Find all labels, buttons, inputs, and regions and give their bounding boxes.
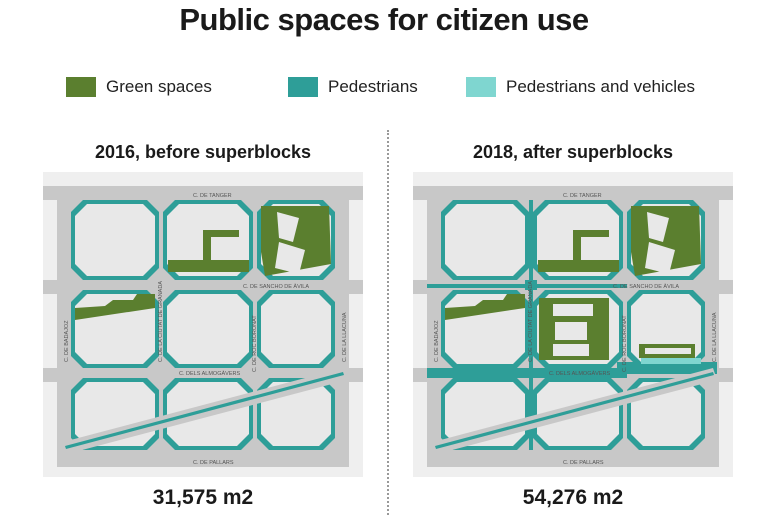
- legend-swatch-green: [66, 77, 96, 97]
- building: [553, 304, 593, 316]
- map-2018: C. DE TANGER C. DE SANCHO DE ÀVILA C. DE…: [413, 172, 733, 477]
- green-space: [75, 294, 155, 320]
- legend-swatch-pedestrians: [288, 77, 318, 97]
- street-label-bottom: C. DE PALLARS: [563, 460, 604, 466]
- street-stub: [43, 280, 57, 294]
- street-stub: [413, 280, 427, 294]
- legend-swatch-pedestrians-vehicles: [466, 77, 496, 97]
- building: [555, 322, 587, 340]
- street-label-left: C. DE BADAJOZ: [64, 320, 70, 362]
- diagonal-sidewalk: [65, 372, 344, 449]
- total-2016: 31,575 m2: [152, 486, 254, 509]
- green-space: [573, 230, 609, 237]
- green-space: [445, 294, 525, 320]
- building: [553, 344, 589, 356]
- pedestrian-street: [529, 200, 533, 450]
- pedestrian-street: [525, 280, 537, 290]
- street-label-center-left: C. DE LA CIUTAT DE GRANADA: [528, 281, 534, 362]
- street-label-center-right: C. DE ROC BORONAT: [622, 315, 628, 372]
- legend-label-green: Green spaces: [106, 77, 212, 96]
- building: [645, 242, 675, 274]
- green-space: [203, 230, 239, 237]
- building: [275, 242, 305, 274]
- map-2016-label: 2016, before superblocks: [94, 142, 312, 162]
- street-stub: [413, 368, 427, 382]
- legend-label-pedestrians-vehicles: Pedestrians and vehicles: [506, 77, 696, 96]
- legend-label-pedestrians: Pedestrians: [328, 77, 418, 96]
- street-label-top: C. DE TANGER: [563, 193, 602, 199]
- building: [277, 212, 299, 242]
- block: [261, 294, 331, 364]
- block: [167, 294, 249, 364]
- street-stub: [43, 186, 57, 200]
- map-divider: [387, 130, 389, 515]
- map-2018-label: 2018, after superblocks: [472, 142, 674, 162]
- street-stub: [719, 280, 733, 294]
- street-label-bottom: C. DE PALLARS: [193, 460, 234, 466]
- street-stub: [719, 186, 733, 200]
- street-label-middle: C. DE SANCHO DE ÀVILA: [613, 283, 679, 290]
- building: [645, 348, 691, 354]
- street-label-lower: C. DELS ALMOGÀVERS: [549, 370, 610, 377]
- street-stub: [719, 368, 733, 382]
- street-label-center-right: C. DE ROC BORONAT: [252, 315, 258, 372]
- legend-pedestrians-vehicles: Pedestrians and vehicles: [466, 76, 695, 98]
- legend-pedestrians: Pedestrians: [288, 76, 418, 98]
- street-label-top: C. DE TANGER: [193, 193, 232, 199]
- green-space: [573, 230, 581, 266]
- street-label-center-left: C. DE LA CIUTAT DE GRANADA: [158, 281, 164, 362]
- pedestrian-street: [427, 368, 627, 378]
- legend-green-spaces: Green spaces: [66, 76, 212, 98]
- green-spaces: [75, 206, 331, 320]
- green-space: [203, 230, 211, 266]
- block: [445, 204, 525, 276]
- street-label-middle: C. DE SANCHO DE ÀVILA: [243, 283, 309, 290]
- street-stub: [413, 186, 427, 200]
- street-label-lower: C. DELS ALMOGÀVERS: [179, 370, 240, 377]
- block: [75, 204, 155, 276]
- page-title: Public spaces for citizen use: [179, 2, 589, 37]
- map-2016: C. DE TANGER C. DE SANCHO DE ÀVILA C. DE…: [43, 172, 363, 477]
- street-stub: [349, 368, 363, 382]
- shared-street: [641, 358, 701, 364]
- diagonal-sidewalk: [435, 372, 714, 449]
- street-stub: [349, 186, 363, 200]
- street-label-left: C. DE BADAJOZ: [434, 320, 440, 362]
- street-stub: [349, 280, 363, 294]
- building: [647, 212, 669, 242]
- total-2018: 54,276 m2: [522, 486, 624, 509]
- street-label-right: C. DE LA LLACUNA: [712, 312, 718, 362]
- green-spaces: [445, 206, 701, 360]
- street-stub: [43, 368, 57, 382]
- street-label-right: C. DE LA LLACUNA: [342, 312, 348, 362]
